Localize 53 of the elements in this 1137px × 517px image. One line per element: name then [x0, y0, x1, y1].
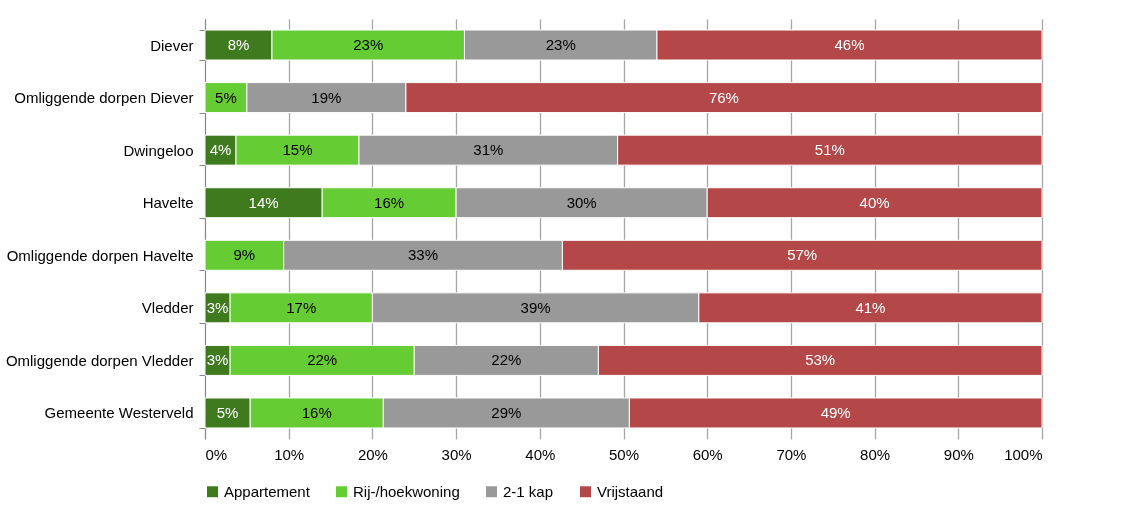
x-tick-label: 60% [692, 445, 723, 463]
data-label: 3% [206, 298, 229, 316]
data-label: 5% [216, 403, 239, 421]
data-label: 22% [307, 351, 338, 369]
data-label: 22% [491, 351, 522, 369]
data-label: 16% [301, 403, 332, 421]
data-label: 16% [374, 193, 405, 211]
data-label: 29% [491, 403, 522, 421]
x-tick-label: 20% [357, 445, 388, 463]
data-label: 76% [708, 88, 739, 106]
x-tick-label: 90% [943, 445, 974, 463]
data-label: 31% [473, 141, 504, 159]
legend-label: Appartement [224, 482, 311, 500]
x-tick-label: 100% [1004, 445, 1043, 463]
y-tick-label: Vledder [141, 299, 194, 317]
data-label: 30% [566, 193, 597, 211]
y-tick-label: Dwingeloo [123, 141, 194, 159]
legend-label: Rij-/hoekwoning [353, 482, 460, 500]
y-tick-label: Diever [150, 36, 194, 54]
data-label: 39% [520, 298, 551, 316]
data-label: 33% [408, 246, 439, 264]
legend-label: 2-1 kap [503, 482, 554, 500]
data-label: 3% [206, 351, 229, 369]
data-label: 57% [787, 246, 818, 264]
x-tick-label: 0% [205, 445, 228, 463]
data-label: 15% [282, 141, 313, 159]
data-label: 19% [311, 88, 342, 106]
data-label: 9% [233, 246, 256, 264]
data-label: 49% [820, 403, 851, 421]
data-label: 5% [215, 88, 237, 106]
x-tick-label: 50% [608, 445, 640, 463]
x-tick-label: 10% [274, 445, 305, 463]
data-label: 23% [353, 36, 384, 54]
data-label: 53% [805, 351, 836, 369]
y-tick-label: Omliggende dorpen Havelte [6, 246, 194, 264]
data-label: 17% [286, 298, 317, 316]
y-tick-label: Gemeente Westerveld [44, 404, 194, 422]
data-label: 40% [859, 193, 890, 211]
data-label: 8% [227, 36, 250, 54]
x-tick-label: 70% [776, 445, 807, 463]
x-tick-label: 40% [525, 445, 556, 463]
data-label: 51% [814, 141, 845, 159]
y-tick-label: Havelte [142, 194, 194, 212]
data-label: 41% [855, 298, 886, 316]
data-label: 23% [545, 36, 576, 54]
y-tick-label: Omliggende dorpen Diever [14, 89, 194, 107]
y-tick-label: Omliggende dorpen Vledder [5, 351, 194, 369]
legend-label: Vrijstaand [597, 482, 664, 500]
x-tick-label: 30% [441, 445, 472, 463]
data-label: 14% [248, 193, 279, 211]
data-label: 4% [209, 141, 232, 159]
data-label: 46% [834, 36, 865, 54]
x-tick-label: 80% [860, 445, 891, 463]
